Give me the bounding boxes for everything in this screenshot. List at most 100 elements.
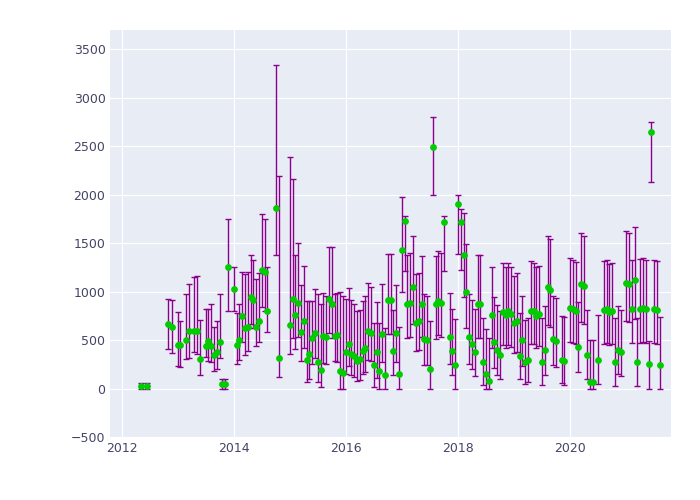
- Point: [323, 296, 335, 304]
- Point: [141, 382, 153, 390]
- Point: [564, 304, 575, 312]
- Point: [248, 296, 259, 304]
- Point: [458, 251, 469, 259]
- Point: [228, 285, 239, 293]
- Point: [525, 307, 536, 315]
- Point: [452, 200, 463, 208]
- Point: [640, 305, 652, 313]
- Point: [262, 307, 273, 315]
- Point: [206, 342, 217, 350]
- Point: [575, 280, 587, 288]
- Point: [326, 300, 337, 308]
- Point: [486, 311, 497, 319]
- Point: [444, 334, 455, 342]
- Point: [559, 356, 570, 364]
- Point: [528, 307, 539, 315]
- Point: [469, 348, 480, 356]
- Point: [189, 326, 200, 334]
- Point: [399, 217, 410, 225]
- Point: [371, 348, 382, 356]
- Point: [539, 346, 550, 354]
- Point: [550, 337, 561, 345]
- Point: [503, 307, 514, 315]
- Point: [430, 300, 441, 308]
- Point: [329, 332, 340, 340]
- Point: [245, 292, 256, 300]
- Point: [251, 322, 262, 330]
- Point: [340, 348, 351, 356]
- Point: [385, 296, 396, 304]
- Point: [318, 332, 329, 340]
- Point: [293, 300, 304, 308]
- Point: [652, 306, 663, 314]
- Point: [601, 305, 612, 313]
- Point: [419, 335, 430, 343]
- Point: [620, 279, 631, 287]
- Point: [578, 282, 589, 290]
- Point: [270, 204, 281, 212]
- Point: [175, 341, 186, 349]
- Point: [449, 362, 461, 370]
- Point: [343, 340, 354, 348]
- Point: [416, 300, 427, 308]
- Point: [556, 356, 567, 364]
- Point: [217, 380, 228, 388]
- Point: [542, 283, 553, 291]
- Point: [301, 356, 312, 364]
- Point: [424, 366, 435, 374]
- Point: [592, 356, 603, 364]
- Point: [388, 347, 399, 355]
- Point: [654, 362, 666, 370]
- Point: [256, 266, 267, 274]
- Point: [624, 280, 635, 288]
- Point: [463, 334, 475, 342]
- Point: [455, 218, 466, 226]
- Point: [379, 371, 391, 379]
- Point: [635, 305, 646, 313]
- Point: [609, 358, 620, 366]
- Point: [587, 378, 598, 386]
- Point: [368, 362, 379, 370]
- Point: [511, 317, 522, 325]
- Point: [183, 326, 195, 334]
- Point: [192, 328, 203, 336]
- Point: [489, 338, 500, 346]
- Point: [410, 319, 421, 327]
- Point: [234, 336, 245, 344]
- Point: [290, 311, 301, 319]
- Point: [351, 356, 363, 364]
- Point: [223, 264, 234, 272]
- Point: [354, 354, 365, 362]
- Point: [447, 347, 458, 355]
- Point: [573, 343, 584, 351]
- Point: [531, 312, 542, 320]
- Point: [172, 341, 183, 349]
- Point: [346, 350, 357, 358]
- Point: [332, 332, 343, 340]
- Point: [335, 367, 346, 375]
- Point: [584, 378, 595, 386]
- Point: [615, 348, 626, 356]
- Point: [220, 380, 231, 388]
- Point: [598, 306, 609, 314]
- Point: [407, 283, 419, 291]
- Point: [505, 310, 517, 318]
- Point: [309, 330, 321, 338]
- Point: [522, 356, 533, 364]
- Point: [382, 296, 393, 304]
- Point: [374, 367, 385, 375]
- Point: [570, 307, 581, 315]
- Point: [396, 246, 407, 254]
- Point: [638, 304, 649, 312]
- Point: [200, 342, 211, 350]
- Point: [483, 377, 494, 385]
- Point: [612, 346, 623, 354]
- Point: [295, 328, 307, 336]
- Point: [435, 300, 447, 308]
- Point: [649, 305, 660, 313]
- Point: [321, 334, 332, 342]
- Point: [497, 308, 508, 316]
- Point: [167, 322, 178, 330]
- Point: [567, 305, 578, 313]
- Point: [517, 336, 528, 344]
